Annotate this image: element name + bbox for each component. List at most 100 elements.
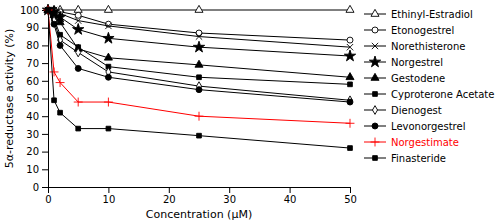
legend-marker — [372, 27, 378, 33]
marker — [104, 53, 112, 60]
tick-mark — [108, 187, 109, 193]
marker — [348, 146, 353, 151]
marker — [104, 5, 112, 12]
marker — [45, 7, 51, 13]
marker — [104, 98, 113, 107]
tick: 80 — [26, 40, 48, 51]
tick-mark — [42, 99, 48, 100]
tick-label: 50 — [26, 93, 39, 104]
line — [48, 10, 350, 77]
legend-label: Norethisterone — [391, 41, 465, 52]
tick: 40 — [26, 111, 48, 122]
series — [44, 5, 354, 79]
tick-label: 10 — [26, 164, 39, 175]
y-axis-title: 5α-reductase activity (%) — [3, 29, 16, 168]
legend: Ethinyl-Estradiol Etonogestrel Norethister… — [364, 9, 494, 164]
legend-item: Norethisterone — [364, 41, 465, 52]
marker — [195, 5, 203, 12]
tick-label: 70 — [26, 58, 39, 69]
legend-item: Dienogest — [364, 105, 442, 116]
marker — [197, 75, 202, 80]
tick: 30 — [223, 187, 236, 205]
tick-mark — [42, 187, 48, 188]
tick-label: 30 — [26, 129, 39, 140]
tick: 50 — [344, 187, 357, 205]
legend-item: Etonogestrel — [364, 25, 454, 36]
legend-label: Ethinyl-Estradiol — [391, 9, 473, 20]
legend-item: Gestodene — [364, 73, 445, 84]
line — [48, 10, 350, 40]
marker — [57, 42, 63, 48]
marker — [344, 50, 355, 61]
legend-marker — [372, 123, 378, 129]
marker — [347, 99, 353, 105]
marker — [103, 32, 114, 43]
tick: 60 — [26, 76, 48, 87]
legend-item: Norgestrel — [364, 56, 443, 67]
legend-marker — [373, 92, 378, 97]
legend-marker — [371, 73, 379, 80]
legend-label: Finasteride — [391, 153, 446, 164]
marks — [42, 4, 355, 150]
marker — [76, 126, 81, 131]
tick-mark — [350, 187, 351, 193]
marker — [75, 65, 81, 71]
marker — [73, 24, 84, 35]
tick: 20 — [163, 187, 176, 205]
series — [45, 6, 352, 105]
legend-marker — [369, 56, 380, 67]
tick-label: 90 — [26, 22, 39, 33]
plot: 0 10 20 30 40 50 0 10 20 30 40 50 60 70 80 90 100 — [20, 4, 357, 205]
tick: 90 — [26, 22, 48, 33]
legend-label: Norgestimate — [391, 137, 459, 148]
legend-label: Cyproterone Acetate — [391, 89, 494, 100]
tick-label: 0 — [45, 194, 51, 205]
legend-item: Norgestimate — [364, 137, 459, 148]
marker — [56, 78, 65, 87]
tick-mark — [42, 81, 48, 82]
legend-marker — [371, 138, 380, 147]
line — [48, 10, 350, 100]
tick-mark — [169, 187, 170, 193]
marker — [58, 110, 63, 115]
series — [44, 5, 354, 12]
marker — [76, 48, 81, 57]
series — [45, 7, 353, 43]
tick-mark — [229, 187, 230, 193]
tick-label: 10 — [103, 194, 116, 205]
legend-item: Finasteride — [364, 153, 446, 164]
marker — [195, 60, 203, 67]
marker — [193, 41, 204, 52]
line — [48, 10, 350, 56]
series — [46, 8, 353, 87]
marker — [74, 5, 82, 12]
tick-label: 80 — [26, 40, 39, 51]
tick-label: 100 — [20, 5, 39, 16]
tick: 70 — [26, 58, 48, 69]
tick-label: 40 — [284, 194, 297, 205]
tick-label: 30 — [223, 194, 236, 205]
tick-label: 50 — [344, 194, 357, 205]
legend-label: Etonogestrel — [391, 25, 454, 36]
marker — [51, 21, 57, 27]
marker — [346, 119, 355, 128]
line — [48, 10, 350, 123]
marker — [50, 67, 59, 76]
tick: 0 — [33, 182, 48, 193]
marker — [105, 23, 111, 29]
tick: 20 — [26, 146, 48, 157]
marker — [45, 7, 51, 13]
legend-item: Ethinyl-Estradiol — [364, 9, 473, 20]
tick-label: 60 — [26, 76, 39, 87]
marker — [346, 73, 354, 80]
marker — [347, 96, 352, 105]
tick: 10 — [103, 187, 116, 205]
tick-label: 40 — [26, 111, 39, 122]
tick-mark — [42, 45, 48, 46]
marker — [195, 112, 204, 121]
tick-label: 0 — [33, 182, 39, 193]
marker — [75, 12, 81, 18]
tick: 0 — [45, 187, 51, 205]
x-axis: 0 10 20 30 40 50 — [45, 187, 357, 205]
marker — [46, 8, 51, 13]
